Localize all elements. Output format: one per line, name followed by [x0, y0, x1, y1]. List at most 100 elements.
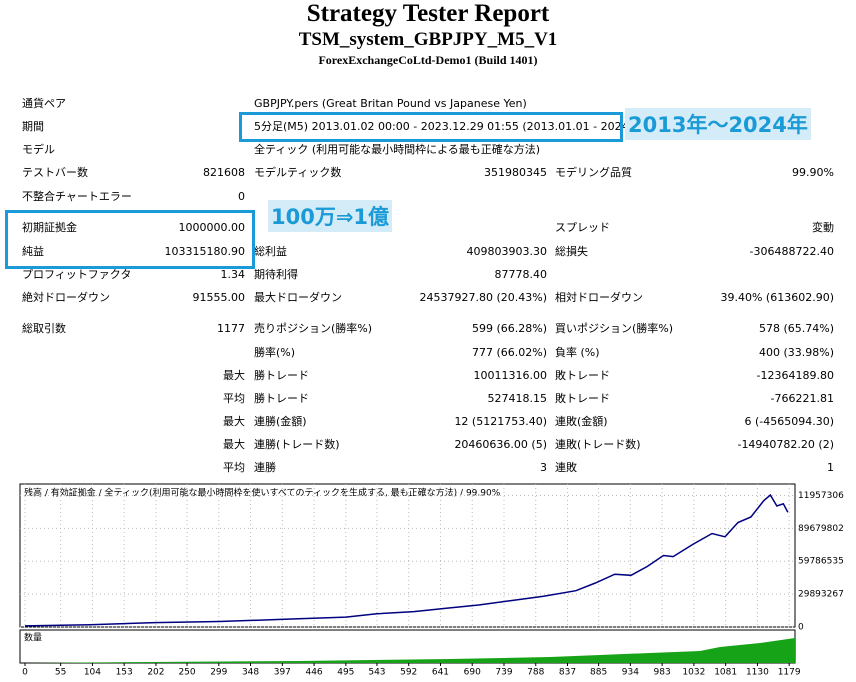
- table-cell: 578 (65.74%): [758, 322, 834, 335]
- table-cell: モデリング品質: [555, 166, 632, 179]
- x-tick-label: 1032: [682, 668, 705, 678]
- table-cell: 0: [238, 190, 245, 203]
- table-cell: 不整合チャートエラー: [22, 190, 132, 203]
- table-cell: モデル: [22, 143, 55, 156]
- table-cell: 99.90%: [792, 166, 834, 179]
- table-cell: 勝トレード: [254, 369, 309, 382]
- table-cell: 24537927.80 (20.43%): [419, 291, 547, 304]
- table-cell: スプレッド: [555, 221, 610, 234]
- table-cell: 103315180.90: [164, 245, 245, 258]
- table-cell: 連敗(トレード数): [555, 438, 641, 451]
- annotation: 2013年～2024年: [625, 108, 811, 140]
- table-cell: 1177: [217, 322, 245, 335]
- table-cell: 最大: [223, 415, 245, 428]
- table-cell: GBPJPY.pers (Great Britan Pound vs Japan…: [254, 97, 527, 110]
- legend: 残高 / 有効証拠金 / 全ティック(利用可能な最小時間枠を使いすべてのティック…: [24, 487, 501, 499]
- volume-area: [25, 638, 795, 663]
- table-cell: -14940782.20 (2): [737, 438, 834, 451]
- table-cell: 10011316.00: [473, 369, 547, 382]
- y-tick-label: 89679802: [798, 524, 844, 534]
- x-tick-label: 543: [368, 668, 385, 678]
- table-cell: モデルティック数: [254, 166, 342, 179]
- table-cell: 351980345: [484, 166, 547, 179]
- y-tick-label: 29893267: [798, 590, 844, 600]
- table-cell: 連敗(金額): [555, 415, 608, 428]
- table-cell: 買いポジション(勝率%): [555, 322, 674, 335]
- table-cell: 平均: [223, 392, 245, 405]
- table-cell: 変動: [812, 221, 834, 234]
- table-cell: 5分足(M5) 2013.01.02 00:00 - 2023.12.29 01…: [254, 120, 668, 133]
- table-cell: 最大ドローダウン: [254, 291, 342, 304]
- table-cell: 最大: [223, 369, 245, 382]
- table-cell: 通貨ペア: [22, 97, 66, 110]
- table-cell: 20460636.00 (5): [454, 438, 547, 451]
- plot-frame: [19, 483, 796, 628]
- x-tick-label: 397: [274, 668, 291, 678]
- x-tick-label: 250: [178, 668, 195, 678]
- table-cell: 初期証拠金: [22, 221, 77, 234]
- x-tick-label: 837: [559, 668, 576, 678]
- x-tick-label: 153: [116, 668, 133, 678]
- x-tick-label: 885: [590, 668, 607, 678]
- y-tick-label: 0: [798, 623, 804, 633]
- highlight-box: [239, 112, 623, 142]
- table-cell: 総損失: [555, 245, 588, 258]
- table-cell: 総取引数: [22, 322, 66, 335]
- x-tick-label: 641: [432, 668, 449, 678]
- table-cell: 連勝(トレード数): [254, 438, 340, 451]
- x-tick-label: 983: [654, 668, 671, 678]
- table-cell: -12364189.80: [756, 369, 834, 382]
- table-cell: テストバー数: [22, 166, 88, 179]
- report-title: Strategy Tester Report: [306, 0, 550, 27]
- table-cell: 連敗: [555, 461, 577, 474]
- volume-label: 数量: [24, 632, 42, 644]
- table-cell: 最大: [223, 438, 245, 451]
- table-cell: 期間: [22, 120, 44, 133]
- x-tick-label: 788: [527, 668, 544, 678]
- table-cell: 777 (66.02%): [471, 346, 547, 359]
- x-tick-label: 348: [242, 668, 259, 678]
- x-tick-label: 1179: [778, 668, 801, 678]
- table-cell: 連勝(金額): [254, 415, 307, 428]
- table-cell: 敗トレード: [555, 392, 610, 405]
- table-cell: 連勝: [254, 461, 276, 474]
- equity-chart: 残高 / 有効証拠金 / 全ティック(利用可能な最小時間枠を使いすべてのティック…: [19, 483, 844, 678]
- table-cell: 負率 (%): [555, 346, 600, 359]
- x-tick-label: 592: [400, 668, 417, 678]
- table-cell: 期待利得: [254, 268, 298, 281]
- table-cell: 1: [827, 461, 834, 474]
- x-tick-label: 690: [464, 668, 481, 678]
- table-cell: 1.34: [220, 268, 246, 281]
- x-tick-label: 1081: [714, 668, 737, 678]
- x-tick-label: 202: [147, 668, 164, 678]
- table-cell: 3: [540, 461, 547, 474]
- x-tick-label: 299: [210, 668, 227, 678]
- x-tick-label: 446: [305, 668, 322, 678]
- x-tick-label: 104: [84, 668, 101, 678]
- table-cell: 相対ドローダウン: [555, 291, 643, 304]
- table-cell: 400 (33.98%): [758, 346, 834, 359]
- table-cell: 12 (5121753.40): [454, 415, 547, 428]
- table-cell: 絶対ドローダウン: [22, 291, 110, 304]
- x-tick-label: 1130: [746, 668, 769, 678]
- table-cell: -306488722.40: [749, 245, 834, 258]
- table-cell: 527418.15: [487, 392, 548, 405]
- x-tick-label: 739: [495, 668, 512, 678]
- table-cell: 平均: [223, 461, 245, 474]
- report-subtitle: TSM_system_GBPJPY_M5_V1: [298, 29, 558, 50]
- y-tick-label: 11957306: [798, 491, 844, 501]
- x-tick-label: 934: [622, 668, 639, 678]
- table-cell: 39.40% (613602.90): [720, 291, 834, 304]
- table-cell: 純益: [22, 245, 44, 258]
- table-cell: 6 (-4565094.30): [744, 415, 834, 428]
- table-cell: 勝率(%): [254, 346, 296, 359]
- table-cell: 全ティック (利用可能な最小時間枠による最も正確な方法): [254, 143, 541, 156]
- highlight-box: [5, 210, 255, 269]
- balance-line: [24, 493, 789, 627]
- x-tick-label: 495: [337, 668, 354, 678]
- x-tick-label: 55: [55, 668, 66, 678]
- table-cell: 91555.00: [192, 291, 246, 304]
- table-cell: 敗トレード: [555, 369, 610, 382]
- table-cell: 599 (66.28%): [471, 322, 547, 335]
